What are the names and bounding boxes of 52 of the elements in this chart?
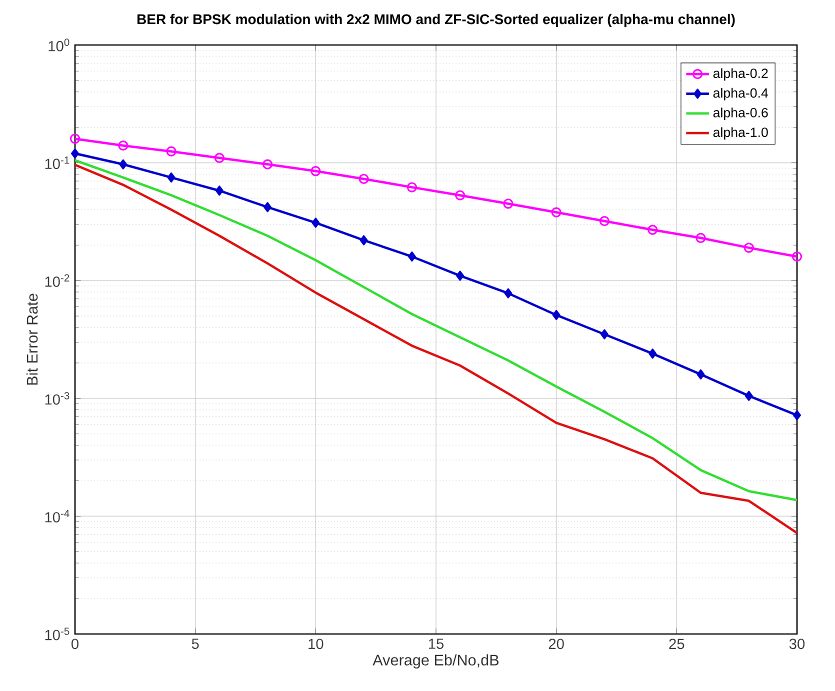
chart-title: BER for BPSK modulation with 2x2 MIMO and ZF-SIC-Sorted equalizer (alpha-mu channel) (137, 14, 735, 27)
point (455, 190, 466, 200)
y-tick-label: 10$^{-3}$ (45, 392, 70, 405)
x-tick-label: 10 (308, 638, 324, 650)
legend-label: alpha-0.6 (713, 108, 768, 120)
point (744, 390, 753, 401)
point (793, 410, 802, 420)
point (118, 140, 128, 151)
y-tick-label: 10$^{-5}$ (45, 628, 70, 640)
point (360, 235, 368, 246)
point (792, 251, 802, 262)
x-axis-title: Average Eb/No,dB (372, 654, 499, 669)
point (648, 224, 658, 235)
point (744, 242, 754, 253)
point (552, 310, 560, 320)
point (456, 270, 464, 281)
x-tick-label: 0 (71, 638, 78, 650)
point (358, 174, 369, 184)
x-tick-label: 5 (192, 638, 199, 649)
y-tick-label: 10$^{-1}$ (45, 156, 70, 170)
x-tick-label: 25 (669, 638, 684, 650)
y-tick-label: 10$^{-4}$ (45, 510, 70, 522)
point (71, 148, 80, 159)
point (215, 186, 224, 196)
legend-label: alpha-0.4 (713, 88, 768, 100)
point (551, 207, 562, 218)
point (696, 232, 706, 244)
point (214, 152, 224, 163)
point (503, 198, 514, 209)
x-tick-label: 20 (548, 638, 564, 650)
point (264, 202, 272, 212)
point (406, 182, 417, 192)
legend-label: alpha-1.0 (713, 127, 768, 140)
point (312, 218, 320, 228)
point (262, 159, 273, 170)
x-tick-label: 15 (428, 638, 444, 649)
y-tick-label: 10$^{0}$ (48, 38, 70, 52)
point (70, 134, 80, 144)
x-tick-label: 30 (789, 638, 805, 650)
y-tick-label: 10$^{-2}$ (45, 274, 70, 287)
point (504, 288, 512, 298)
legend-label: alpha-0.2 (713, 68, 768, 81)
point (310, 166, 321, 176)
point (119, 159, 128, 170)
point (696, 369, 705, 380)
point (600, 329, 608, 340)
point (408, 251, 416, 262)
point (599, 216, 610, 226)
y-axis-title: Bit Error Rate (26, 294, 38, 385)
point (648, 348, 657, 359)
point (166, 146, 176, 156)
point (167, 172, 176, 183)
